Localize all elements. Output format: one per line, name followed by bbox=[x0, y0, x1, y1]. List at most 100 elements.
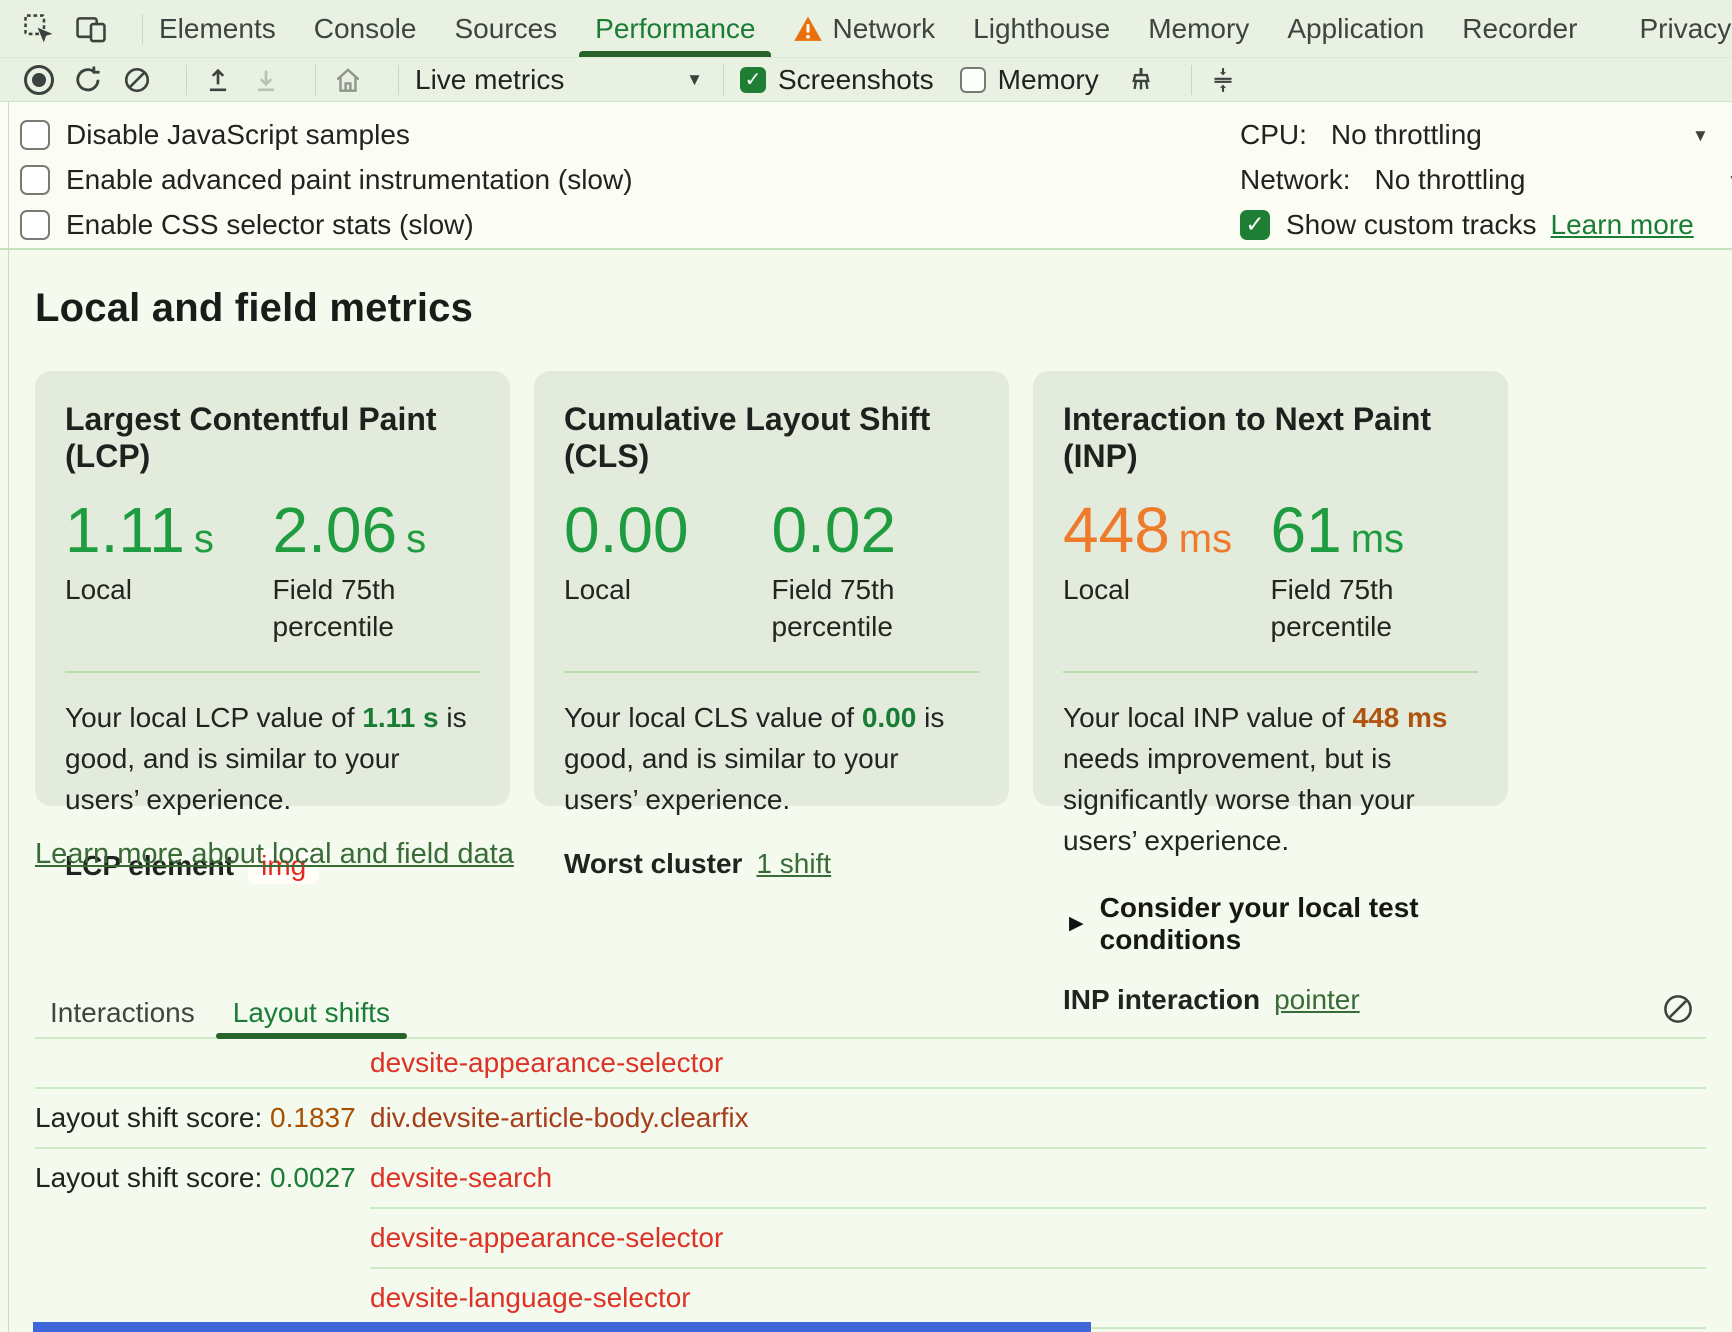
lcp-element-row: LCP element img bbox=[65, 848, 480, 885]
tab-memory[interactable]: Memory bbox=[1148, 12, 1250, 44]
memory-checkbox[interactable] bbox=[959, 66, 986, 93]
card-title: Interaction to Next Paint (INP) bbox=[1063, 401, 1432, 474]
field-value-column: 61 ms Field 75th percentile bbox=[1270, 494, 1479, 645]
clear-log-icon[interactable] bbox=[1660, 991, 1696, 1027]
worst-cluster-link[interactable]: 1 shift bbox=[756, 848, 832, 880]
collapse-rows-icon[interactable] bbox=[1208, 65, 1238, 95]
setting-row: Disable JavaScript samples bbox=[20, 112, 1732, 157]
separator bbox=[35, 1087, 1706, 1089]
disclosure-label: Consider your local test conditions bbox=[1099, 891, 1419, 955]
worst-cluster-row: Worst cluster 1 shift bbox=[564, 848, 979, 880]
metric-cards: Largest Contentful Paint (LCP) 1.11 s Loc… bbox=[35, 371, 1732, 1015]
separator bbox=[35, 1147, 1706, 1149]
tab-privacy-sandbox[interactable]: Privacy Sandbox bbox=[1639, 12, 1732, 44]
field-metric-value: 61 ms bbox=[1270, 494, 1405, 566]
field-metric-value: 2.06 s bbox=[272, 494, 427, 566]
live-metrics-dropdown[interactable]: Live metrics ▼ bbox=[415, 64, 703, 96]
chevron-down-icon[interactable]: ▼ bbox=[1692, 126, 1709, 145]
shifted-element-link[interactable]: devsite-appearance-selector bbox=[370, 1047, 724, 1078]
setting-row: Enable advanced paint instrumentation (s… bbox=[20, 157, 1732, 202]
cpu-throttling-select[interactable]: No throttling bbox=[1330, 118, 1482, 150]
record-button[interactable] bbox=[24, 64, 54, 95]
capture-settings: Disable JavaScript samples Enable advanc… bbox=[0, 102, 1732, 250]
tab-application[interactable]: Application bbox=[1287, 12, 1425, 44]
layout-shift-row: devsite-appearance-selector bbox=[35, 1209, 1706, 1267]
device-toolbar-icon[interactable] bbox=[74, 12, 108, 46]
screenshots-checkbox[interactable]: ✓ bbox=[740, 66, 766, 93]
throttling-settings: CPU: No throttling ▼ Network: No throttl… bbox=[1240, 112, 1732, 247]
shifted-element-link[interactable]: devsite-appearance-selector bbox=[370, 1222, 724, 1253]
shifted-element-link[interactable]: devsite-language-selector bbox=[370, 1282, 691, 1313]
chevron-down-icon[interactable]: ▼ bbox=[1727, 171, 1732, 191]
local-metric-value: 0.00 bbox=[564, 494, 689, 566]
cpu-label: CPU: bbox=[1240, 118, 1307, 150]
card-divider bbox=[564, 670, 979, 673]
custom-tracks-row: ✓ Show custom tracks Learn more bbox=[1240, 202, 1732, 247]
local-metric-value: 1.11 s bbox=[65, 494, 214, 566]
performance-toolbar: Live metrics ▼ ✓ Screenshots Memory bbox=[0, 58, 1732, 102]
tab-sources[interactable]: Sources bbox=[454, 12, 558, 44]
divider bbox=[142, 13, 143, 44]
inspect-element-icon[interactable] bbox=[22, 12, 56, 46]
local-label: Local bbox=[65, 574, 132, 606]
layout-shift-row: devsite-appearance-selector bbox=[35, 1039, 1706, 1087]
tab-interactions[interactable]: Interactions bbox=[50, 997, 195, 1028]
lcp-element-node-chip[interactable]: img bbox=[248, 848, 320, 885]
cpu-throttle-row: CPU: No throttling ▼ bbox=[1240, 112, 1732, 157]
load-profile-icon[interactable] bbox=[203, 65, 233, 95]
worst-cluster-label: Worst cluster bbox=[564, 848, 743, 880]
metric-description: Your local INP value of 448 ms needs imp… bbox=[1063, 701, 1448, 857]
tab-console[interactable]: Console bbox=[313, 12, 417, 44]
screenshots-label: Screenshots bbox=[778, 63, 934, 95]
layout-shift-row: devsite-language-selector bbox=[35, 1269, 1706, 1327]
tab-elements[interactable]: Elements bbox=[159, 12, 276, 44]
gc-brush-icon[interactable] bbox=[1125, 64, 1157, 96]
layout-shift-row: Layout shift score: 0.0027 devsite-searc… bbox=[35, 1149, 1706, 1207]
card-divider bbox=[1063, 670, 1478, 673]
tab-recorder[interactable]: Recorder bbox=[1462, 12, 1578, 44]
record-and-reload-icon[interactable] bbox=[72, 64, 104, 96]
disable-js-samples-label: Disable JavaScript samples bbox=[66, 118, 410, 150]
disclosure-triangle-icon: ▶ bbox=[1069, 913, 1084, 935]
shifted-element-link[interactable]: div.devsite-article-body.clearfix bbox=[370, 1102, 749, 1133]
home-icon[interactable] bbox=[332, 64, 364, 96]
disable-js-samples-checkbox[interactable] bbox=[20, 119, 50, 150]
divider bbox=[723, 64, 724, 95]
metric-card-lcp: Largest Contentful Paint (LCP) 1.11 s Loc… bbox=[35, 371, 510, 885]
separator bbox=[35, 1037, 1706, 1039]
selected-row-indicator[interactable] bbox=[33, 1322, 1091, 1332]
separator bbox=[370, 1267, 1706, 1269]
shifted-element-link[interactable]: devsite-search bbox=[370, 1162, 553, 1193]
local-metric-value: 448 ms bbox=[1063, 494, 1233, 566]
learn-more-field-data-link[interactable]: Learn more about local and field data bbox=[35, 838, 514, 870]
inp-interaction-link[interactable]: pointer bbox=[1274, 983, 1360, 1015]
tab-layout-shifts[interactable]: Layout shifts bbox=[215, 989, 408, 1039]
learn-more-link[interactable]: Learn more bbox=[1550, 208, 1694, 240]
memory-label: Memory bbox=[997, 63, 1099, 95]
field-value-column: 0.02 Field 75th percentile bbox=[772, 496, 980, 645]
inp-interaction-row: INP interaction pointer bbox=[1063, 984, 1478, 1016]
card-title: Largest Contentful Paint (LCP) bbox=[65, 401, 437, 474]
css-selector-stats-checkbox[interactable] bbox=[20, 209, 50, 240]
metric-values: 0.00 Local 0.02 Field 75th percentile bbox=[564, 494, 980, 645]
advanced-paint-checkbox[interactable] bbox=[20, 164, 50, 195]
metric-values: 448 ms Local 61 ms Field 75th percentile bbox=[1063, 494, 1479, 645]
css-selector-stats-label: Enable CSS selector stats (slow) bbox=[66, 208, 474, 240]
show-custom-tracks-checkbox[interactable]: ✓ bbox=[1240, 209, 1270, 240]
local-test-conditions-disclosure[interactable]: ▶ Consider your local test conditions bbox=[1069, 892, 1478, 956]
network-label: Network: bbox=[1240, 163, 1351, 195]
show-custom-tracks-label: Show custom tracks bbox=[1286, 208, 1537, 240]
tab-performance[interactable]: Performance bbox=[579, 0, 772, 57]
divider bbox=[315, 64, 316, 95]
card-divider bbox=[65, 670, 480, 673]
clear-recording-icon[interactable] bbox=[122, 65, 152, 95]
warning-icon bbox=[793, 14, 823, 44]
devtools-tabbar: Elements Console Sources Performance Net… bbox=[0, 0, 1732, 58]
tab-lighthouse[interactable]: Lighthouse bbox=[973, 12, 1111, 44]
metric-card-inp: Interaction to Next Paint (INP) 448 ms Lo… bbox=[1033, 371, 1508, 1015]
local-label: Local bbox=[1063, 574, 1130, 606]
divider bbox=[398, 64, 399, 95]
network-throttling-select[interactable]: No throttling bbox=[1374, 163, 1526, 195]
tab-network[interactable]: Network bbox=[793, 0, 935, 57]
score-cell: Layout shift score: 0.1837 bbox=[35, 1102, 356, 1133]
